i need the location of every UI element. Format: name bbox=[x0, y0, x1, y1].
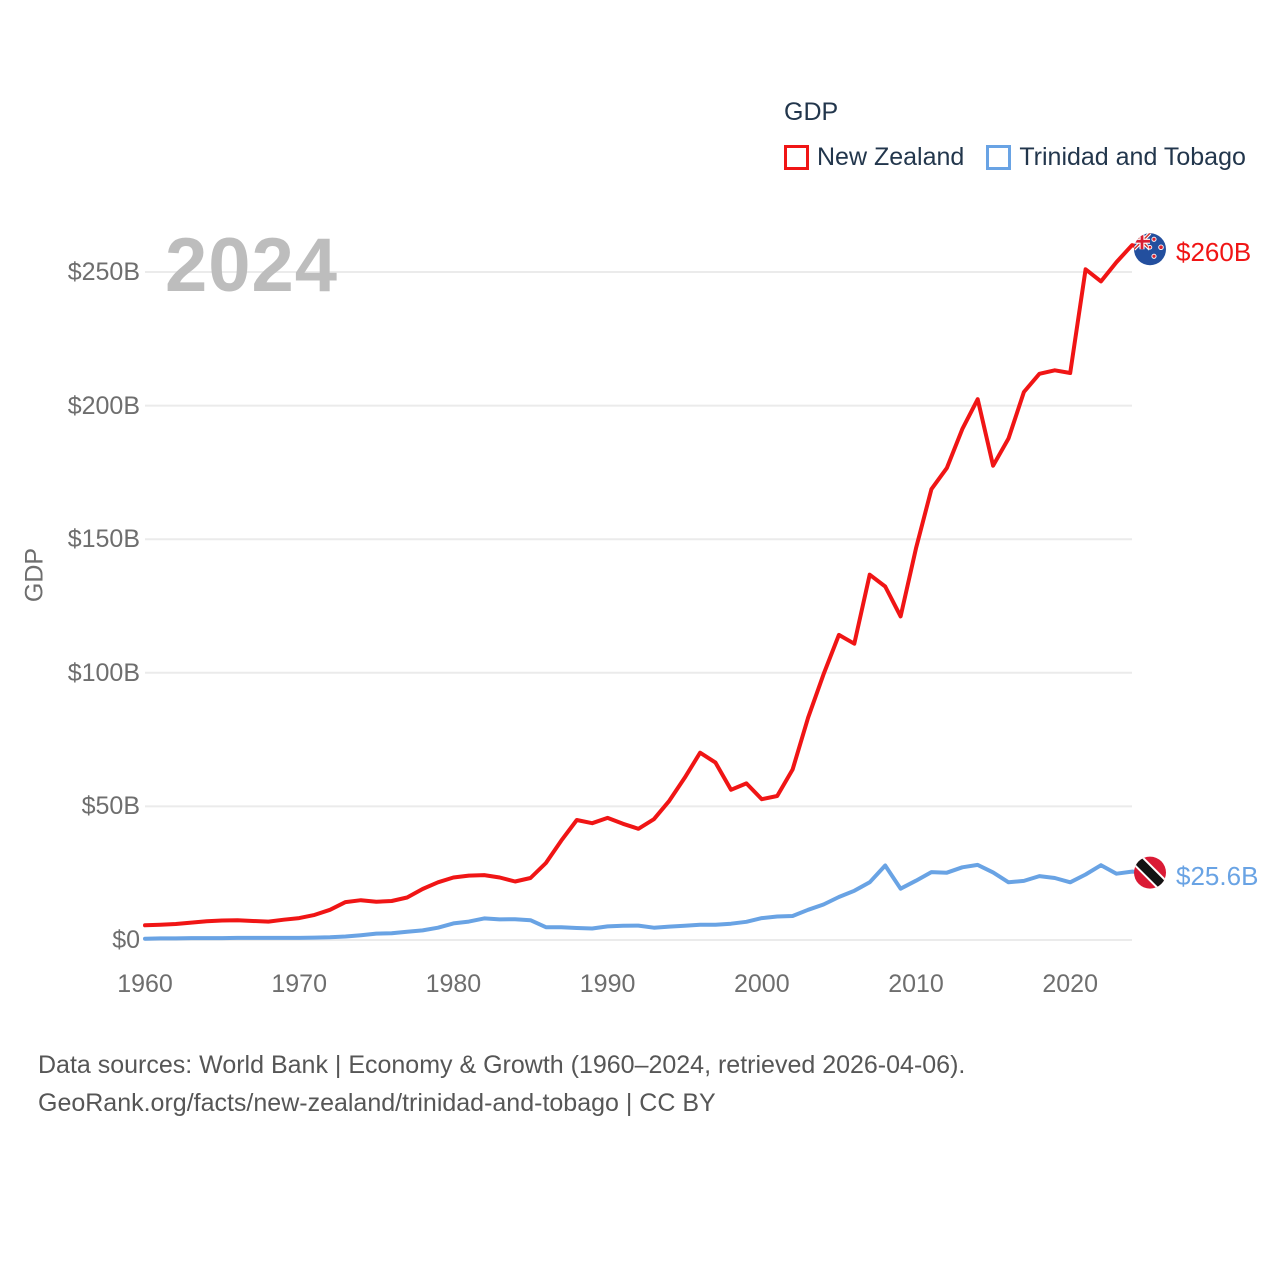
legend-item-new-zealand[interactable]: New Zealand bbox=[784, 143, 964, 172]
watermark-year: 2024 bbox=[165, 223, 339, 308]
trinidad-and-tobago-flag-icon bbox=[1134, 856, 1166, 889]
legend-title: GDP bbox=[784, 98, 839, 126]
y-tick-label: $250B bbox=[67, 258, 140, 286]
x-tick-label: 1970 bbox=[271, 970, 327, 998]
legend-items: New Zealand Trinidad and Tobago bbox=[784, 143, 1246, 172]
legend-item-trinidad-and-tobago[interactable]: Trinidad and Tobago bbox=[986, 143, 1246, 172]
x-tick-label: 2020 bbox=[1042, 970, 1098, 998]
new-zealand-end-value-label: $260B bbox=[1176, 237, 1252, 268]
georank-url-text: GeoRank.org/facts/new-zealand/trinidad-a… bbox=[38, 1089, 716, 1117]
y-axis-title: GDP bbox=[20, 547, 49, 603]
footer: Data sources: World Bank | Economy & Gro… bbox=[38, 1046, 965, 1122]
x-tick-label: 2010 bbox=[888, 970, 944, 998]
y-tick-label: $200B bbox=[67, 391, 140, 420]
x-tick-label: 1960 bbox=[117, 970, 173, 998]
trinidad-and-tobago-swatch-icon bbox=[986, 145, 1012, 170]
y-tick-label: $0 bbox=[112, 926, 140, 954]
new-zealand-flag-icon bbox=[1134, 233, 1166, 266]
data-sources-text: Data sources: World Bank | Economy & Gro… bbox=[38, 1051, 966, 1079]
y-tick-label: $100B bbox=[67, 658, 140, 687]
x-tick-label: 1980 bbox=[425, 970, 482, 998]
legend-label-trinidad-and-tobago: Trinidad and Tobago bbox=[1019, 143, 1246, 171]
trinidad-and-tobago-end-value-label: $25.6B bbox=[1176, 860, 1259, 891]
y-tick-label: $50B bbox=[81, 792, 140, 821]
new-zealand-swatch-icon bbox=[784, 145, 809, 170]
y-tick-label: $150B bbox=[67, 525, 140, 554]
x-tick-label: 2000 bbox=[733, 970, 790, 998]
x-tick-label: 1990 bbox=[579, 970, 636, 998]
legend: GDP New Zealand Trinidad and Tobago bbox=[784, 98, 1246, 172]
new-zealand-line bbox=[143, 243, 1134, 928]
trinidad-and-tobago-line bbox=[143, 862, 1134, 941]
legend-label-new-zealand: New Zealand bbox=[817, 143, 965, 171]
